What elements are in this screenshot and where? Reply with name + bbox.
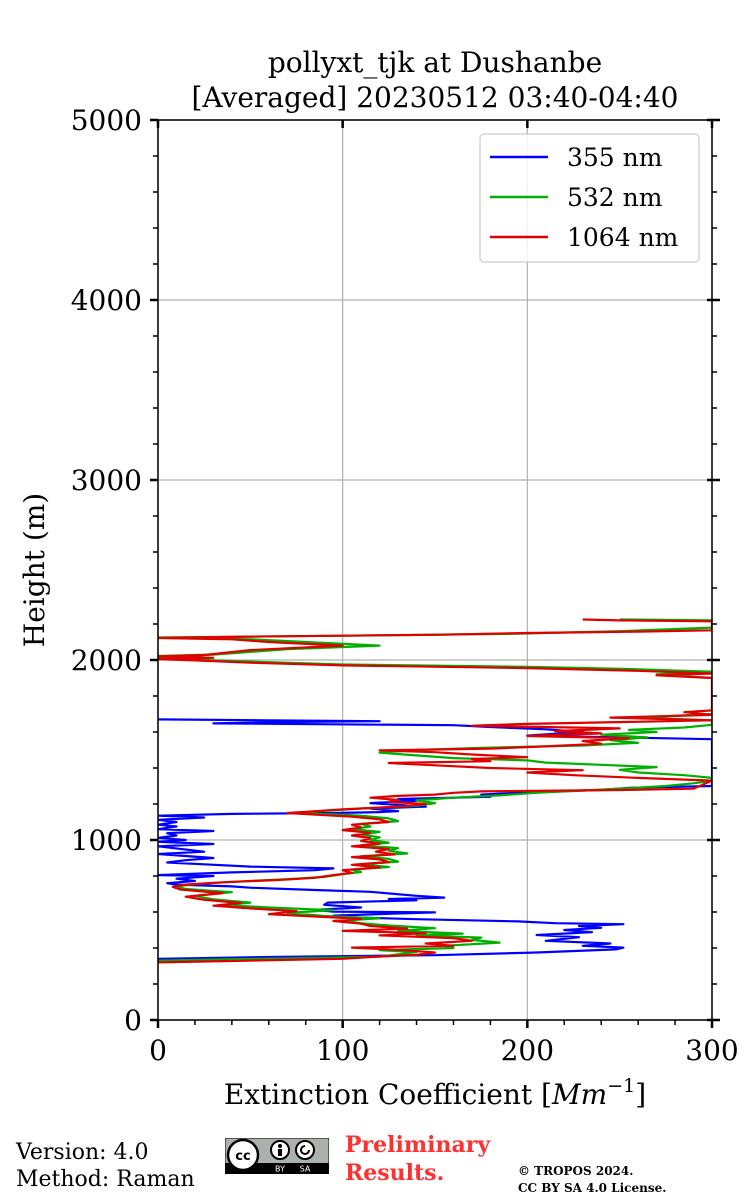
y-tick-label: 4000 bbox=[71, 284, 142, 317]
preliminary-label-line2: Results. bbox=[345, 1160, 445, 1186]
y-axis-label: Height (m) bbox=[18, 493, 51, 647]
y-tick-label: 2000 bbox=[71, 644, 142, 677]
sa-share-icon bbox=[295, 1140, 315, 1160]
x-tick-label: 0 bbox=[149, 1034, 167, 1067]
y-tick-label: 0 bbox=[124, 1004, 142, 1037]
cc-license-badge: cc BY SA bbox=[225, 1138, 329, 1174]
x-axis-label-text: Extinction Coefficient [ bbox=[224, 1078, 552, 1111]
x-axis-label: Extinction Coefficient [Mm−1] bbox=[224, 1075, 646, 1111]
legend: 355 nm 532 nm 1064 nm bbox=[479, 133, 700, 263]
legend-label: 532 nm bbox=[567, 183, 663, 212]
chart-title-line1: pollyxt_tjk at Dushanbe bbox=[268, 46, 602, 79]
version-label: Version: 4.0 bbox=[16, 1140, 149, 1165]
sa-label: SA bbox=[300, 1165, 311, 1174]
y-tick-label: 5000 bbox=[71, 104, 142, 137]
by-label: BY bbox=[275, 1165, 285, 1174]
legend-box bbox=[479, 133, 700, 263]
preliminary-label-line1: Preliminary bbox=[345, 1132, 491, 1158]
x-tick-label: 300 bbox=[685, 1034, 738, 1067]
x-tick-label: 100 bbox=[316, 1034, 369, 1067]
x-axis-label-unit: Mm bbox=[551, 1078, 607, 1111]
y-tick-label: 1000 bbox=[71, 824, 142, 857]
copyright-line2: CC BY SA 4.0 License. bbox=[518, 1181, 667, 1195]
copyright-line1: © TROPOS 2024. bbox=[518, 1164, 634, 1178]
chart-title-line2: [Averaged] 20230512 03:40-04:40 bbox=[192, 81, 679, 114]
series-line-355-nm bbox=[158, 718, 712, 960]
y-tick-label: 3000 bbox=[71, 464, 142, 497]
extinction-profile-chart: pollyxt_tjk at Dushanbe [Averaged] 20230… bbox=[18, 46, 739, 1111]
series-lines bbox=[158, 618, 712, 964]
method-label: Method: Raman bbox=[16, 1167, 195, 1192]
cc-letters: cc bbox=[235, 1149, 250, 1164]
x-axis-label-close: ] bbox=[635, 1078, 646, 1111]
x-tick-label: 200 bbox=[501, 1034, 554, 1067]
cc-icon bbox=[226, 1138, 260, 1172]
series-line-1064-nm bbox=[158, 618, 712, 964]
x-axis-label-exponent: −1 bbox=[607, 1075, 635, 1097]
legend-label: 1064 nm bbox=[567, 223, 679, 252]
plot-frame bbox=[157, 119, 713, 1021]
legend-label: 355 nm bbox=[567, 143, 663, 172]
